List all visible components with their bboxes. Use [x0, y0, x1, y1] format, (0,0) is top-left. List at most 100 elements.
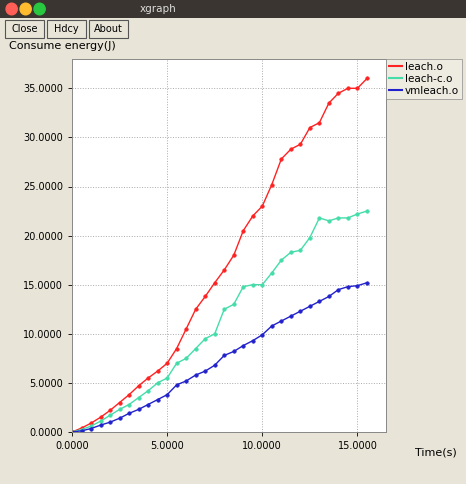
- vmleach.o: [193, 372, 199, 378]
- vmleach.o: [279, 318, 284, 324]
- Legend: leach.o, leach-c.o, vmleach.o: leach.o, leach-c.o, vmleach.o: [386, 59, 462, 99]
- leach.o: [307, 125, 313, 131]
- leach.o: [336, 91, 341, 96]
- vmleach.o: [145, 402, 151, 408]
- vmleach.o: [155, 397, 160, 403]
- leach.o: [69, 429, 75, 435]
- vmleach.o: [364, 280, 370, 286]
- Text: Close: Close: [11, 24, 38, 34]
- leach-c.o: [316, 215, 322, 221]
- leach.o: [260, 203, 265, 209]
- vmleach.o: [298, 308, 303, 314]
- leach.o: [184, 326, 189, 332]
- leach.o: [288, 146, 294, 152]
- Text: xgraph: xgraph: [140, 4, 177, 14]
- leach-c.o: [298, 247, 303, 253]
- leach.o: [174, 346, 179, 351]
- leach.o: [364, 76, 370, 81]
- leach-c.o: [193, 346, 199, 351]
- Line: leach-c.o: leach-c.o: [70, 209, 369, 434]
- Line: vmleach.o: vmleach.o: [70, 281, 369, 434]
- leach.o: [145, 375, 151, 381]
- vmleach.o: [336, 287, 341, 292]
- leach-c.o: [107, 412, 113, 418]
- leach.o: [88, 420, 94, 426]
- leach-c.o: [184, 355, 189, 361]
- vmleach.o: [174, 382, 179, 388]
- vmleach.o: [212, 363, 218, 368]
- vmleach.o: [69, 429, 75, 435]
- vmleach.o: [288, 313, 294, 319]
- leach-c.o: [126, 402, 132, 408]
- leach.o: [155, 368, 160, 374]
- leach.o: [250, 213, 255, 219]
- leach-c.o: [136, 395, 141, 401]
- vmleach.o: [355, 283, 360, 288]
- vmleach.o: [184, 378, 189, 384]
- leach-c.o: [212, 331, 218, 337]
- leach-c.o: [174, 361, 179, 366]
- leach.o: [212, 280, 218, 286]
- vmleach.o: [88, 425, 94, 431]
- leach-c.o: [155, 380, 160, 386]
- vmleach.o: [231, 348, 237, 354]
- leach.o: [355, 85, 360, 91]
- leach-c.o: [240, 284, 246, 289]
- leach-c.o: [279, 257, 284, 263]
- leach-c.o: [355, 211, 360, 217]
- vmleach.o: [221, 352, 227, 358]
- leach-c.o: [88, 423, 94, 429]
- Text: Consume energy(J): Consume energy(J): [9, 42, 116, 51]
- leach-c.o: [250, 282, 255, 287]
- leach-c.o: [231, 302, 237, 307]
- vmleach.o: [164, 392, 170, 397]
- Text: About: About: [94, 24, 123, 34]
- vmleach.o: [107, 419, 113, 425]
- leach.o: [231, 252, 237, 258]
- leach-c.o: [202, 336, 208, 342]
- leach.o: [136, 383, 141, 389]
- leach.o: [126, 392, 132, 397]
- vmleach.o: [250, 338, 255, 344]
- leach-c.o: [221, 306, 227, 312]
- vmleach.o: [117, 415, 123, 421]
- Text: Time(s): Time(s): [415, 447, 457, 457]
- vmleach.o: [307, 303, 313, 309]
- Text: Hdcy: Hdcy: [54, 24, 79, 34]
- leach.o: [107, 408, 113, 413]
- vmleach.o: [326, 294, 332, 300]
- vmleach.o: [126, 410, 132, 416]
- vmleach.o: [240, 343, 246, 348]
- leach-c.o: [307, 235, 313, 241]
- leach-c.o: [164, 375, 170, 381]
- leach.o: [298, 141, 303, 147]
- vmleach.o: [345, 284, 351, 289]
- leach-c.o: [288, 249, 294, 255]
- leach.o: [193, 306, 199, 312]
- leach.o: [240, 228, 246, 234]
- leach-c.o: [269, 270, 274, 276]
- leach.o: [117, 400, 123, 406]
- leach.o: [326, 100, 332, 106]
- leach.o: [269, 182, 274, 187]
- vmleach.o: [136, 407, 141, 412]
- leach.o: [279, 156, 284, 162]
- vmleach.o: [260, 332, 265, 338]
- leach-c.o: [345, 215, 351, 221]
- vmleach.o: [269, 323, 274, 329]
- vmleach.o: [98, 422, 103, 428]
- vmleach.o: [79, 428, 84, 434]
- leach.o: [202, 294, 208, 300]
- leach.o: [164, 361, 170, 366]
- vmleach.o: [202, 368, 208, 374]
- leach.o: [345, 85, 351, 91]
- leach-c.o: [260, 282, 265, 287]
- leach-c.o: [336, 215, 341, 221]
- leach-c.o: [364, 208, 370, 214]
- leach.o: [221, 267, 227, 273]
- leach-c.o: [326, 218, 332, 224]
- leach.o: [79, 425, 84, 431]
- Line: leach.o: leach.o: [70, 77, 369, 434]
- leach-c.o: [117, 407, 123, 412]
- vmleach.o: [316, 299, 322, 304]
